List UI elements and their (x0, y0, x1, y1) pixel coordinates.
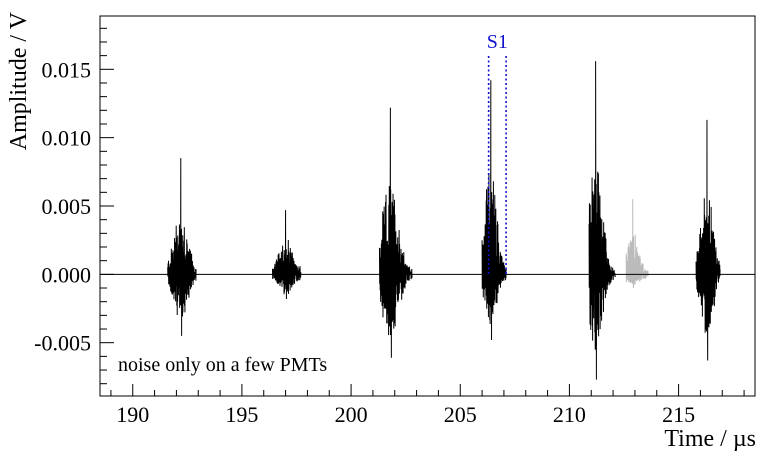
x-tick-label: 195 (225, 402, 258, 427)
y-axis-title: Amplitude / V (6, 11, 32, 150)
x-tick-label: 205 (444, 402, 477, 427)
y-tick-label: -0.005 (34, 331, 91, 356)
x-tick-label: 190 (116, 402, 149, 427)
waveform-burst-4 (481, 80, 507, 340)
x-axis-title: Time / µs (664, 426, 756, 452)
x-tick-label: 200 (335, 402, 368, 427)
plot-frame (99, 15, 756, 397)
y-tick-label: 0.000 (42, 262, 92, 287)
x-tick-label: 215 (662, 402, 695, 427)
waveform-burst-1 (167, 158, 197, 336)
y-tick-label: 0.015 (42, 57, 92, 82)
waveform-burst-3 (378, 107, 413, 358)
waveform-burst-5 (588, 61, 616, 380)
waveform-burst-6 (625, 199, 649, 289)
x-tick-label: 210 (553, 402, 586, 427)
waveform-burst-7 (695, 119, 721, 361)
waveform-burst-2 (271, 210, 302, 299)
y-tick-label: 0.010 (42, 126, 92, 151)
s1-label: S1 (487, 31, 508, 53)
s1-window-markers (487, 56, 507, 275)
waveform-traces (167, 61, 721, 380)
y-axis-ticks: -0.005 0.000 0.005 0.010 0.015 (34, 27, 114, 385)
noise-annotation: noise only on a few PMTs (118, 354, 327, 376)
x-axis-ticks: 190 195 200 205 210 215 (110, 384, 745, 427)
y-tick-label: 0.005 (42, 194, 92, 219)
